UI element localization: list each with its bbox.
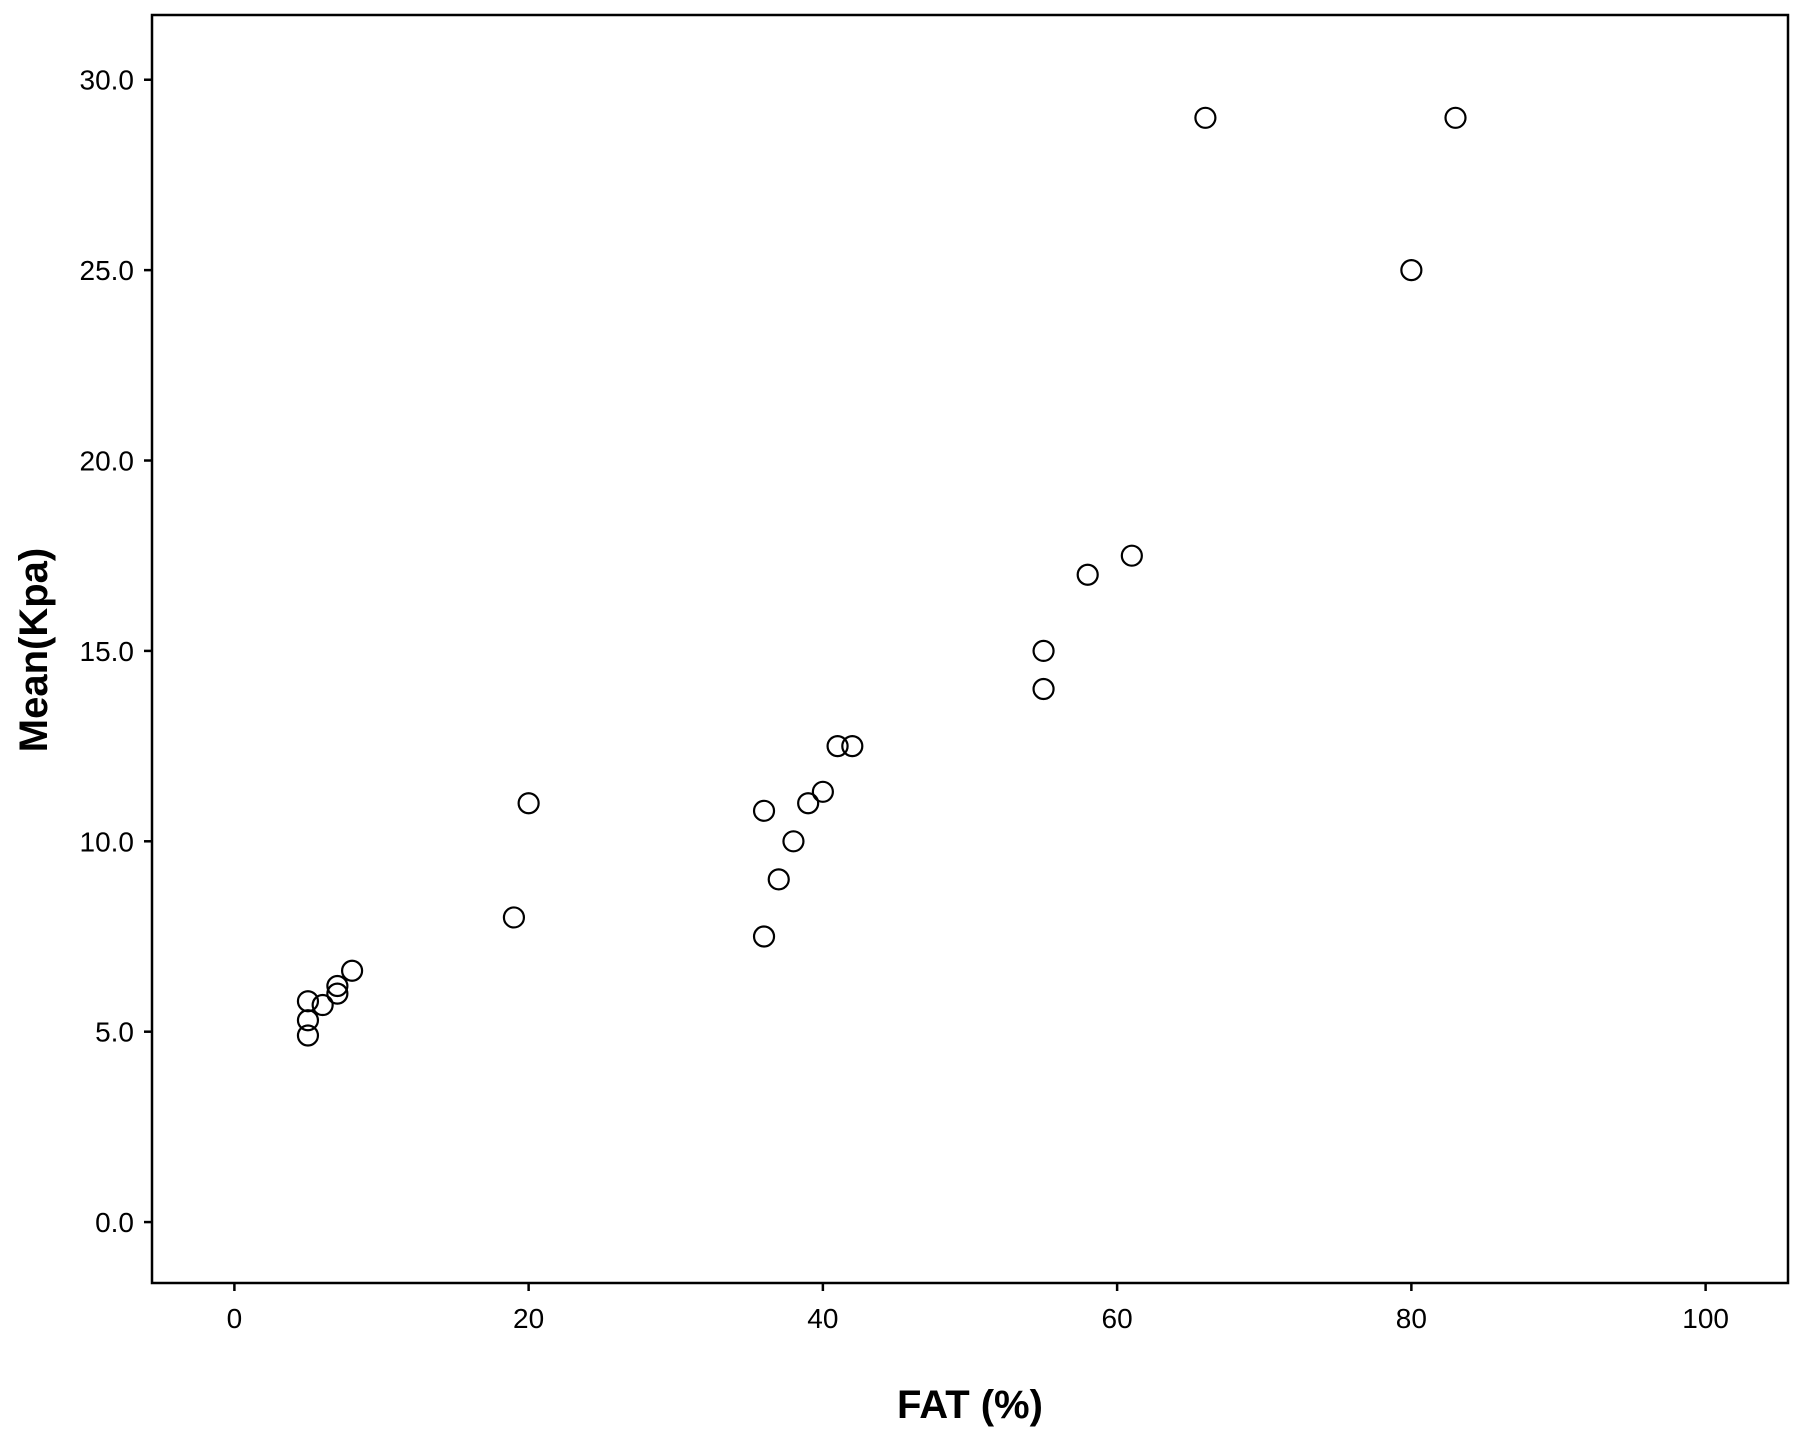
y-tick-label: 20.0 [80, 446, 135, 477]
data-point [340, 959, 364, 982]
data-point [296, 990, 320, 1013]
x-tick-label: 80 [1396, 1303, 1427, 1334]
data-point [1120, 544, 1143, 567]
data-point [811, 780, 834, 803]
x-tick-label: 20 [513, 1303, 544, 1334]
y-tick-label: 5.0 [95, 1017, 134, 1048]
x-axis: 0 20 40 60 80 100 [227, 1283, 1729, 1334]
data-point [1076, 563, 1099, 586]
data-point [1194, 106, 1217, 129]
plot-frame [150, 13, 1790, 1285]
data-point [1400, 259, 1423, 282]
data-point [296, 1024, 320, 1047]
data-point [826, 734, 849, 758]
data-point [517, 792, 540, 815]
data-point [841, 734, 864, 758]
data-point [1032, 639, 1055, 663]
y-axis: 0.0 5.0 10.0 15.0 20.0 25.0 30.0 [80, 65, 152, 1238]
data-point [502, 906, 526, 929]
data-point [326, 982, 349, 1005]
data-point [797, 792, 820, 815]
y-tick-label: 15.0 [80, 636, 135, 667]
x-tick-label: 60 [1102, 1303, 1133, 1334]
data-point [311, 993, 334, 1017]
data-point [326, 974, 349, 998]
y-tick-label: 30.0 [80, 65, 135, 96]
data-point [782, 830, 805, 853]
data-point [1444, 106, 1467, 129]
y-axis-title: Mean(Kpa) [12, 548, 56, 752]
y-tick-label: 0.0 [95, 1207, 134, 1238]
x-tick-label: 40 [807, 1303, 838, 1334]
data-points [296, 106, 1467, 1047]
y-tick-label: 25.0 [80, 255, 135, 286]
data-point [1032, 677, 1055, 701]
data-point [752, 799, 776, 822]
x-tick-label: 0 [227, 1303, 243, 1334]
data-point [767, 868, 790, 891]
x-tick-label: 100 [1682, 1303, 1729, 1334]
data-point [296, 1009, 320, 1032]
x-axis-title: FAT (%) [897, 1383, 1043, 1427]
y-tick-label: 10.0 [80, 826, 135, 857]
data-point [752, 925, 776, 948]
